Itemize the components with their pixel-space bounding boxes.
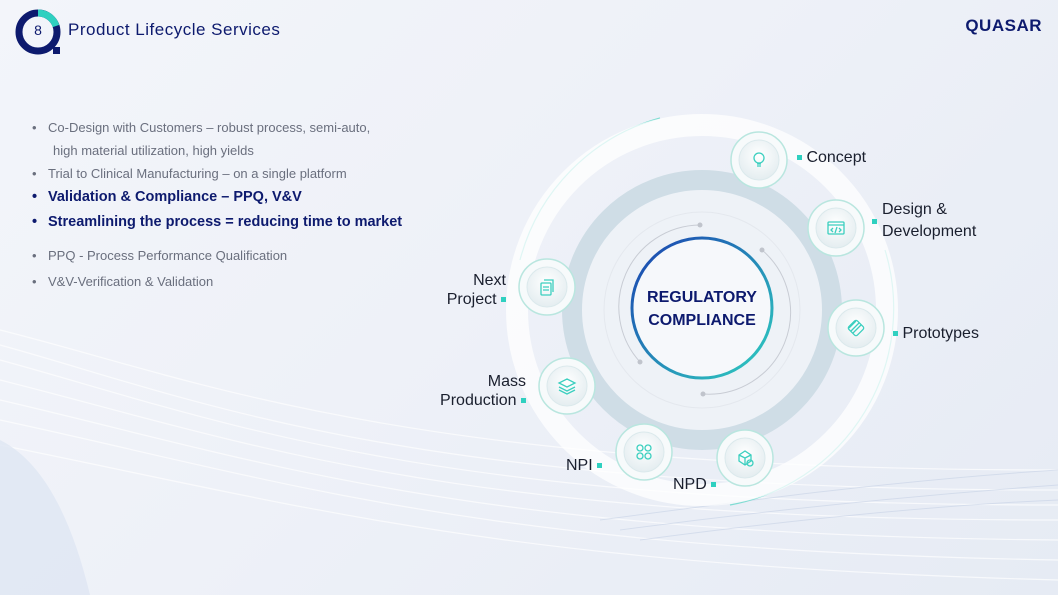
stage-node [518, 258, 576, 316]
outer-ring [506, 114, 898, 506]
stage-label-mass-production: Mass Production [440, 373, 526, 409]
stage-label-npd: NPD [673, 475, 717, 494]
layers-icon [557, 378, 577, 395]
stage-node [538, 357, 596, 415]
cube-gear-icon [738, 450, 754, 467]
stage-node [827, 299, 885, 357]
center-circle [630, 236, 774, 380]
code-window-icon [827, 221, 845, 235]
slide-number: 8 [34, 22, 42, 38]
chip-icon [847, 319, 865, 337]
stage-label-next-project: Next Project [446, 272, 506, 308]
apps-icon [636, 444, 652, 460]
stage-label-prototypes: Prototypes [893, 324, 979, 343]
stage-node [615, 423, 673, 481]
brand-logo: QUASAR [965, 16, 1042, 35]
page-title: Product Lifecycle Services [68, 20, 281, 39]
stage-node [807, 199, 865, 257]
stage-node [730, 131, 788, 189]
stage-label-concept: Concept [797, 148, 866, 167]
stage-label-npi: NPI [566, 456, 603, 475]
documents-icon [540, 279, 554, 296]
lightbulb-icon [753, 152, 765, 167]
center-label: REGULATORY COMPLIANCE [647, 289, 757, 329]
slide-number-logo [15, 9, 61, 55]
stage-label-design: Design & Development [872, 200, 976, 241]
stage-node [716, 429, 774, 487]
